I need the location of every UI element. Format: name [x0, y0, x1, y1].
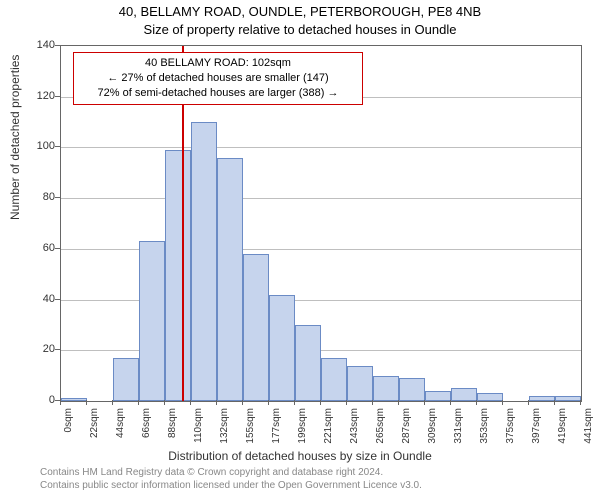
x-tick-label: 199sqm — [297, 408, 308, 444]
x-tick-label: 397sqm — [531, 408, 542, 444]
histogram-bar — [191, 122, 217, 401]
histogram-bar — [555, 396, 581, 401]
gridline — [61, 198, 581, 199]
callout-line-1: 40 BELLAMY ROAD: 102sqm — [80, 56, 356, 71]
x-tick-mark — [372, 400, 373, 405]
x-tick-mark — [86, 400, 87, 405]
y-axis-ticks: 020406080100120140 — [0, 45, 55, 400]
x-tick-mark — [216, 400, 217, 405]
x-tick-label: 243sqm — [349, 408, 360, 444]
callout-line-3: 72% of semi-detached houses are larger (… — [80, 86, 356, 101]
histogram-bar — [347, 366, 373, 402]
x-tick-label: 221sqm — [323, 408, 334, 444]
histogram-bar — [243, 254, 269, 401]
x-tick-mark — [60, 400, 61, 405]
x-tick-label: 265sqm — [375, 408, 386, 444]
x-tick-mark — [580, 400, 581, 405]
x-tick-mark — [424, 400, 425, 405]
x-tick-mark — [242, 400, 243, 405]
x-tick-label: 44sqm — [115, 408, 126, 438]
x-tick-label: 88sqm — [167, 408, 178, 438]
credits: Contains HM Land Registry data © Crown c… — [40, 466, 422, 492]
y-tick-label: 0 — [15, 394, 55, 406]
histogram-bar — [477, 393, 503, 401]
y-tick-label: 140 — [15, 39, 55, 51]
x-tick-label: 331sqm — [453, 408, 464, 444]
x-tick-label: 309sqm — [427, 408, 438, 444]
histogram-bar — [295, 325, 321, 401]
x-tick-mark — [138, 400, 139, 405]
histogram-bar — [373, 376, 399, 401]
callout-line-2: ← 27% of detached houses are smaller (14… — [80, 71, 356, 86]
gridline — [61, 147, 581, 148]
x-tick-mark — [268, 400, 269, 405]
x-tick-mark — [294, 400, 295, 405]
x-tick-mark — [190, 400, 191, 405]
x-tick-mark — [554, 400, 555, 405]
y-tick-label: 20 — [15, 343, 55, 355]
x-axis-label: Distribution of detached houses by size … — [0, 449, 600, 463]
callout-box: 40 BELLAMY ROAD: 102sqm ← 27% of detache… — [73, 52, 363, 105]
x-tick-label: 110sqm — [193, 408, 204, 443]
histogram-bar — [113, 358, 139, 401]
histogram-bar — [269, 295, 295, 402]
histogram-bar — [165, 150, 191, 401]
y-tick-label: 40 — [15, 293, 55, 305]
y-tick-label: 120 — [15, 90, 55, 102]
x-tick-label: 419sqm — [557, 408, 568, 444]
histogram-bar — [399, 378, 425, 401]
x-tick-label: 375sqm — [505, 408, 516, 444]
y-tick-label: 100 — [15, 140, 55, 152]
credits-line-2: Contains public sector information licen… — [40, 479, 422, 492]
y-tick-label: 60 — [15, 242, 55, 254]
x-tick-mark — [476, 400, 477, 405]
x-tick-label: 22sqm — [89, 408, 100, 438]
credits-line-1: Contains HM Land Registry data © Crown c… — [40, 466, 422, 479]
x-tick-label: 0sqm — [63, 408, 74, 432]
chart-title-sub: Size of property relative to detached ho… — [0, 22, 600, 37]
y-tick-label: 80 — [15, 191, 55, 203]
x-tick-label: 66sqm — [141, 408, 152, 438]
x-tick-mark — [528, 400, 529, 405]
histogram-bar — [529, 396, 555, 401]
x-tick-mark — [346, 400, 347, 405]
histogram-bar — [139, 241, 165, 401]
x-tick-mark — [450, 400, 451, 405]
x-tick-mark — [398, 400, 399, 405]
histogram-bar — [321, 358, 347, 401]
x-tick-label: 353sqm — [479, 408, 490, 444]
histogram-bar — [61, 398, 87, 401]
x-tick-label: 155sqm — [245, 408, 256, 444]
x-tick-mark — [320, 400, 321, 405]
x-tick-label: 441sqm — [583, 408, 594, 444]
chart-title-main: 40, BELLAMY ROAD, OUNDLE, PETERBOROUGH, … — [0, 4, 600, 19]
histogram-bar — [425, 391, 451, 401]
x-axis-ticks: 0sqm 22sqm 44sqm 66sqm 88sqm 110sqm 132sqm 155s… — [60, 404, 580, 449]
x-tick-mark — [502, 400, 503, 405]
x-tick-label: 132sqm — [219, 408, 230, 444]
chart-container: 40, BELLAMY ROAD, OUNDLE, PETERBOROUGH, … — [0, 0, 600, 500]
x-tick-label: 177sqm — [271, 408, 282, 444]
plot-area: 40 BELLAMY ROAD: 102sqm ← 27% of detache… — [60, 45, 582, 402]
x-tick-mark — [164, 400, 165, 405]
x-tick-label: 287sqm — [401, 408, 412, 444]
x-tick-mark — [112, 400, 113, 405]
histogram-bar — [217, 158, 243, 401]
histogram-bar — [451, 388, 477, 401]
